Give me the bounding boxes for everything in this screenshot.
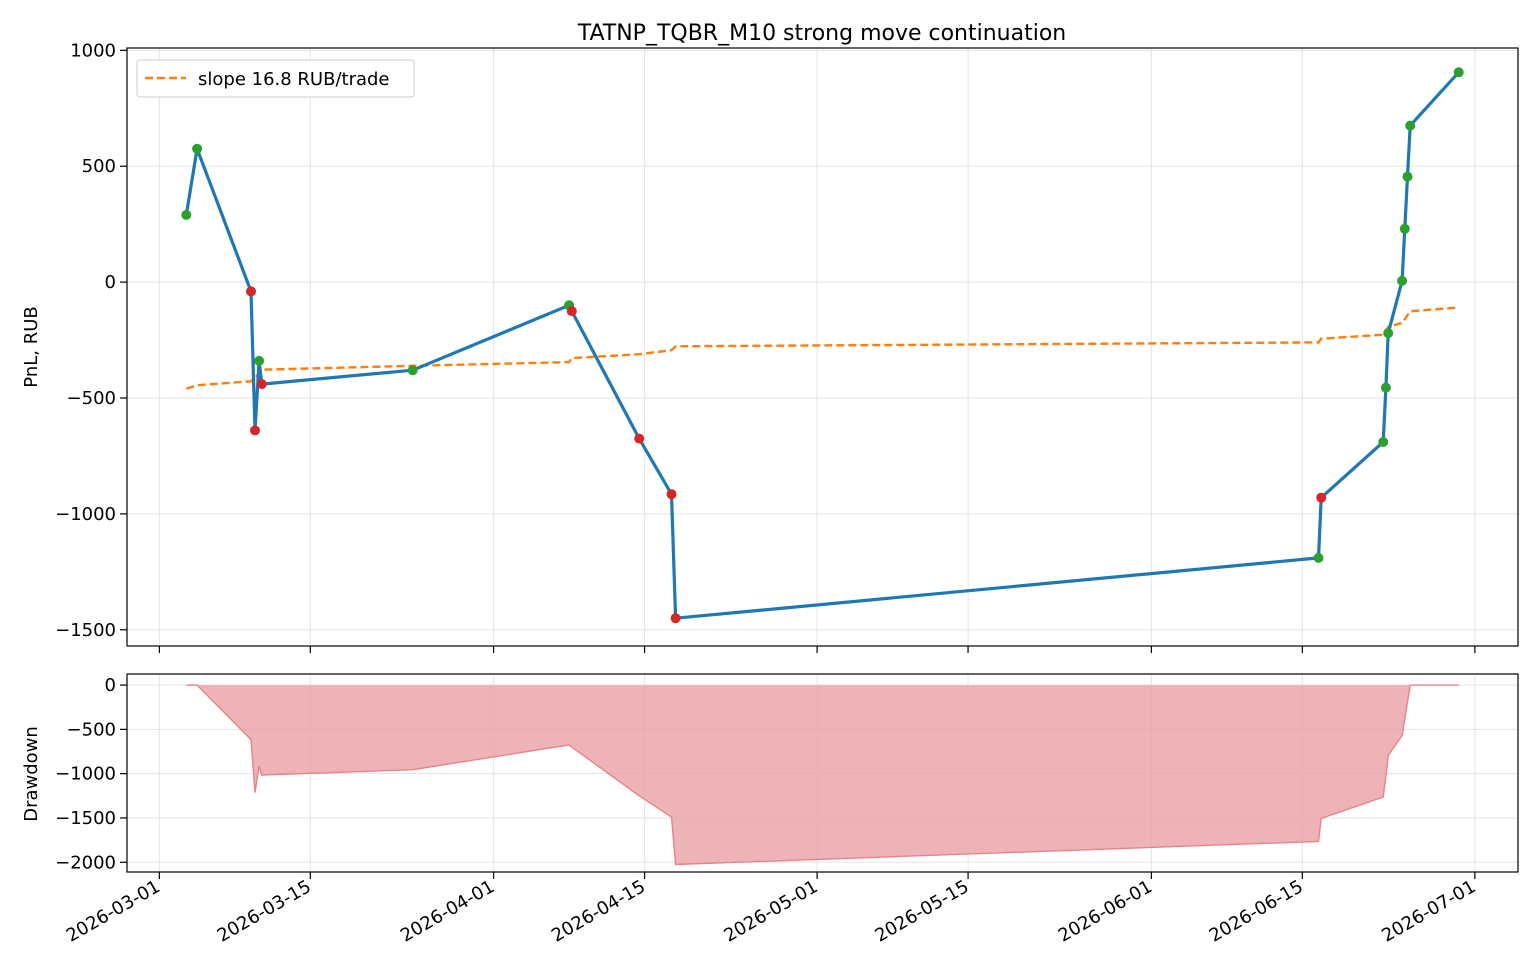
drawdown-y-tick-label: −1000 — [55, 764, 116, 785]
pnl-grid — [127, 48, 1518, 646]
drawdown-y-tick-label: −2000 — [55, 852, 116, 873]
pnl-y-tick-label: 500 — [82, 156, 116, 177]
legend-label-slope: slope 16.8 RUB/trade — [198, 69, 390, 90]
loss-trade-marker — [256, 379, 267, 390]
win-trade-marker — [1378, 437, 1389, 447]
pnl-y-tick-label: −1000 — [55, 504, 116, 525]
pnl-line — [184, 71, 1460, 620]
legend-box — [136, 59, 415, 98]
drawdown-y-tick-label: −500 — [67, 719, 116, 740]
loss-trade-marker — [1316, 492, 1327, 503]
pnl-y-axis: 1000 500 0 −500 −1000 −1500 — [55, 40, 127, 641]
loss-trade-marker — [250, 425, 260, 436]
win-trade-marker — [1399, 223, 1410, 234]
chart-title: TATNP_TQBR_M10 strong move continuation — [577, 21, 1067, 46]
drawdown-y-axis-label: Drawdown — [21, 726, 42, 822]
pnl-y-tick-label: −500 — [67, 388, 116, 409]
win-trade-marker — [407, 365, 418, 376]
pnl-x-axis-ticks — [158, 646, 1476, 653]
drawdown-plot-frame — [126, 673, 1519, 873]
loss-trade-marker — [634, 433, 645, 444]
drawdown-series — [186, 684, 1459, 866]
win-trade-marker — [1313, 552, 1324, 563]
drawdown-area — [186, 685, 1459, 865]
drawdown-y-tick-label: 0 — [105, 675, 116, 696]
pnl-panel: 1000 500 0 −500 −1000 −1500 TATNP_TQBR_M10 st… — [21, 21, 1519, 653]
loss-trade-marker — [670, 613, 681, 624]
drawdown-y-axis: 0 −500 −1000 −1500 −2000 — [55, 675, 127, 873]
win-trade-marker — [1405, 120, 1416, 131]
pnl-series — [181, 67, 1464, 624]
pnl-y-tick-label: 0 — [105, 272, 116, 293]
win-trade-marker — [1383, 328, 1394, 339]
win-trade-marker — [192, 143, 203, 154]
drawdown-line — [186, 684, 1459, 866]
loss-trade-marker — [246, 286, 256, 297]
pnl-plot-frame — [126, 47, 1519, 647]
loss-trade-marker — [666, 489, 677, 500]
pnl-y-axis-label: PnL, RUB — [21, 306, 42, 387]
drawdown-y-tick-label: −1500 — [55, 808, 116, 829]
pnl-y-tick-label: −1500 — [55, 620, 116, 641]
win-trade-marker — [1453, 67, 1464, 78]
win-trade-marker — [1380, 382, 1391, 393]
pnl-y-tick-label: 1000 — [70, 40, 116, 61]
win-trade-marker — [181, 209, 192, 220]
win-trade-marker — [1397, 275, 1408, 286]
loss-trade-marker — [566, 306, 577, 317]
win-trade-marker — [254, 355, 265, 366]
legend: slope 16.8 RUB/trade — [136, 59, 415, 98]
win-trade-marker — [1402, 171, 1413, 182]
